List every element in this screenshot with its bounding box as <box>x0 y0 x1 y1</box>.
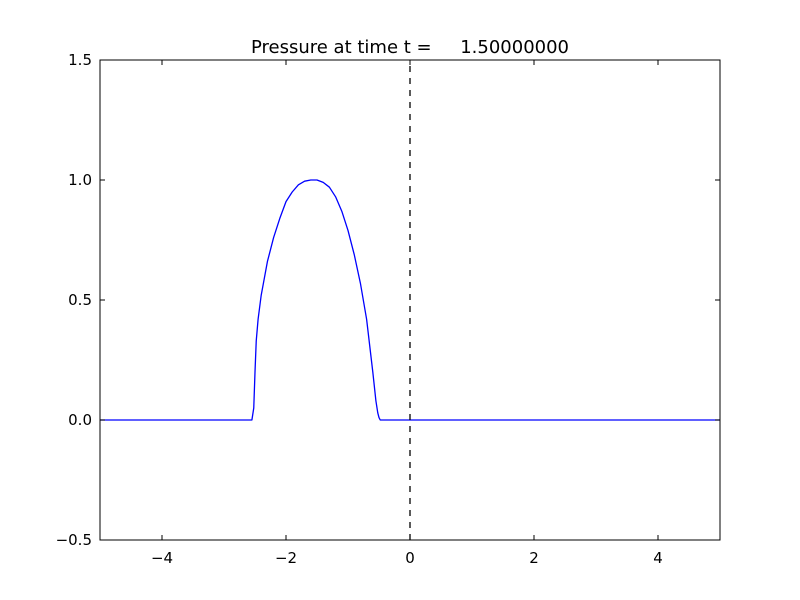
y-tick-label: 1.0 <box>68 171 92 189</box>
x-tick-label: 0 <box>405 549 415 567</box>
x-tick-label: 2 <box>529 549 539 567</box>
x-tick-label: 4 <box>653 549 663 567</box>
axes-layer: −4 −2 0 2 4 −0.5 0.0 0.5 1.0 1.5 <box>56 51 721 567</box>
series-layer <box>100 60 720 540</box>
chart-title: Pressure at time t = 1.50000000 <box>251 37 569 58</box>
y-tick-label: 0.5 <box>68 291 92 309</box>
y-tick-label: 0.0 <box>68 411 92 429</box>
y-tick-label: −0.5 <box>56 531 92 549</box>
y-tick-label: 1.5 <box>68 51 92 69</box>
x-tick-label: −2 <box>275 549 297 567</box>
x-tick-label: −4 <box>151 549 173 567</box>
pressure-curve <box>100 179 720 421</box>
